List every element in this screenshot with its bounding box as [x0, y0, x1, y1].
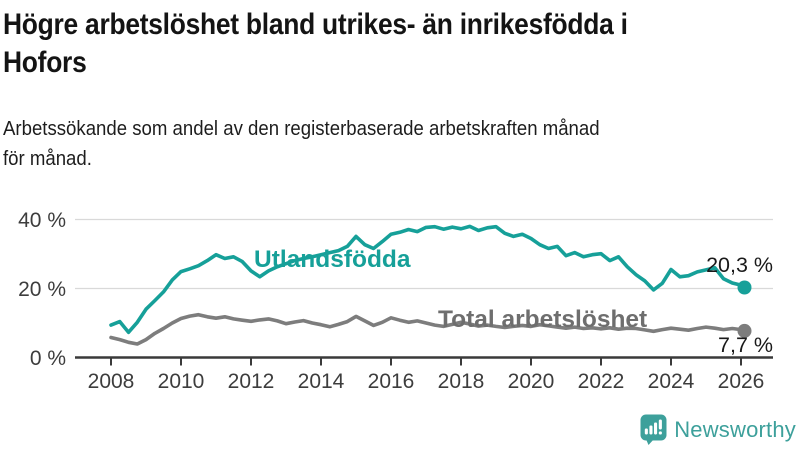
chart-subtitle: Arbetssökande som andel av den registerb…	[3, 114, 800, 174]
series-end-dot-total-arbetsloshet	[737, 323, 752, 338]
x-axis-tick-label: 2014	[298, 370, 345, 393]
bar-chart-speech-bubble-icon	[640, 414, 667, 445]
newsworthy-logo[interactable]: Newsworthy	[640, 414, 796, 445]
page-title: Högre arbetslöshet bland utrikes- än inr…	[3, 6, 800, 82]
bar-medium	[649, 425, 653, 435]
speech-bubble-tail	[645, 438, 656, 445]
x-axis-tick-label: 2016	[368, 370, 415, 393]
series-label-total-arbetsloshet: Total arbetslöshet	[438, 306, 647, 333]
y-axis-tick-label: 20 %	[18, 278, 66, 301]
x-axis-tick-label: 2012	[228, 370, 275, 393]
page-title-line-1: Högre arbetslöshet bland utrikes- än inr…	[3, 8, 628, 41]
x-axis-tick-label: 2024	[648, 370, 695, 393]
bar-short	[644, 428, 649, 435]
end-value-label-utlandsfodda: 20,3 %	[706, 253, 773, 277]
x-axis-tick-label: 2022	[578, 370, 625, 393]
chart-subtitle-line-1: Arbetssökande som andel av den registerb…	[3, 118, 600, 140]
bar-tall	[654, 422, 658, 435]
logo-text: Newsworthy	[674, 416, 796, 442]
y-axis-tick-label: 0 %	[30, 347, 66, 370]
x-axis-tick-label: 2020	[508, 370, 555, 393]
series-line-utlandsfodda	[109, 224, 747, 335]
end-value-label-total-arbetsloshet: 7,7 %	[718, 333, 773, 357]
x-axis-tick-label: 2010	[158, 370, 205, 393]
y-axis-tick-label: 40 %	[18, 209, 66, 232]
chart-subtitle-line-2: för månad.	[3, 148, 92, 170]
x-axis-tick-label: 2026	[718, 370, 765, 393]
series-label-utlandsfodda: Utlandsfödda	[254, 246, 411, 273]
series-line-total-arbetsloshet	[109, 312, 747, 346]
page-title-line-2: Hofors	[3, 46, 87, 79]
x-axis-tick-label: 2018	[438, 370, 485, 393]
series-end-dot-utlandsfodda	[737, 280, 752, 295]
exclamation-bar	[658, 419, 663, 430]
exclamation-dot	[658, 431, 663, 435]
x-axis-tick-label: 2008	[88, 370, 135, 393]
speech-bubble-shape	[640, 414, 667, 441]
